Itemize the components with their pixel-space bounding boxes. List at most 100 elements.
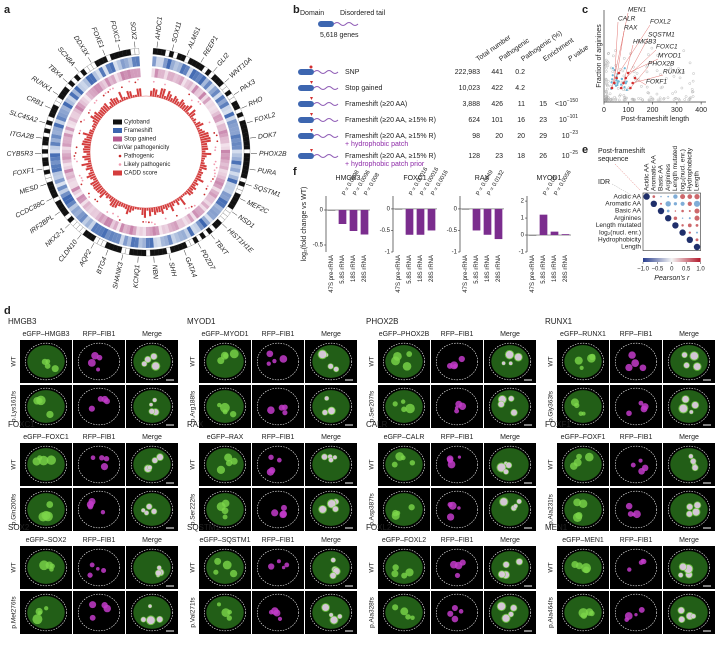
scatter-point	[657, 52, 661, 56]
frameshift-band	[198, 217, 208, 229]
channel-header: eGFP–MYOD1	[201, 331, 248, 338]
micrograph	[610, 591, 662, 634]
frameshift-band	[183, 227, 192, 239]
nucleus-signal	[206, 448, 244, 481]
nucleus-outline	[256, 593, 300, 632]
cadd-bar	[87, 160, 91, 163]
corr-dot	[680, 201, 685, 206]
frameshift-band	[166, 234, 174, 246]
corr-dot	[695, 223, 699, 227]
cadd-bar	[109, 196, 114, 202]
magenta-blob	[268, 466, 276, 474]
green-blob	[401, 406, 407, 413]
nucleus-signal	[670, 390, 708, 423]
gene-leader	[621, 37, 649, 89]
stop-gained-band	[119, 71, 126, 81]
p-exp: −101	[567, 114, 578, 120]
clinvar-dot	[193, 204, 196, 207]
category-label: 5.8S rRNA	[474, 255, 480, 284]
nucleus-outline	[382, 548, 426, 587]
stop-gained-band	[210, 188, 220, 196]
frameshift-band	[197, 75, 207, 86]
frameshift-band	[101, 65, 110, 76]
cytoband	[42, 157, 49, 163]
frameshift-band	[203, 80, 213, 91]
gene-name: CALR	[366, 420, 388, 429]
micrograph	[431, 591, 483, 634]
cadd-bar	[84, 145, 91, 149]
y-tick-label: -1	[519, 250, 525, 256]
magenta-blob	[686, 504, 693, 510]
stop-gained-band	[207, 104, 218, 113]
clinvar-dot	[214, 146, 217, 149]
x-tick-label: 100	[622, 107, 634, 114]
green-blob	[587, 354, 596, 363]
nucleus-outline	[382, 490, 426, 529]
frameshift-band	[203, 213, 214, 224]
table-cell: 23	[539, 117, 547, 124]
domain-icon	[298, 153, 314, 159]
stop-gained-band	[169, 72, 176, 82]
stop-gained-band	[196, 205, 205, 215]
gene-tick	[249, 168, 256, 171]
scatter-point	[656, 98, 660, 102]
green-blob	[391, 570, 399, 578]
y-tick-label: 0	[320, 208, 324, 214]
gene-name: PHOX2B	[366, 317, 398, 326]
magenta-blob	[100, 510, 106, 515]
y-axis-label: Fraction of arginines	[596, 24, 603, 88]
magenta-blob	[627, 567, 632, 572]
nucleus-signal	[27, 493, 65, 526]
stop-gained-band	[67, 119, 77, 126]
scatter-point	[682, 49, 686, 53]
green-blob	[49, 567, 54, 572]
frameshift-band	[135, 56, 141, 67]
magenta-blob	[511, 409, 518, 416]
snp-marker	[309, 65, 313, 69]
stop-gained-band	[87, 205, 96, 215]
channel-header: eGFP–FOXC1	[23, 434, 69, 441]
cytoband	[157, 248, 164, 256]
row-note: + hydrophobic patch prior	[345, 161, 425, 168]
cadd-bar	[85, 166, 93, 171]
cadd-bar	[128, 205, 133, 213]
scatter-point	[682, 70, 685, 74]
x-tick-label: 300	[671, 107, 683, 114]
green-blob	[570, 398, 579, 407]
frameshift-band	[189, 224, 199, 235]
clinvar-dot	[184, 207, 187, 210]
frameshift-band	[74, 85, 84, 96]
row-label: p.Ser222fs	[190, 493, 197, 525]
row-label: Arginines	[614, 215, 642, 222]
cadd-bar	[171, 95, 178, 104]
cytoband	[243, 157, 250, 163]
legend-label: Cytoband	[124, 120, 150, 126]
cadd-bar	[189, 112, 196, 119]
stop-gained-band	[64, 171, 75, 177]
cadd-bar	[95, 185, 103, 192]
frameshift-band	[212, 91, 223, 101]
corr-dot	[688, 217, 691, 220]
magenta-blob	[505, 350, 514, 359]
micrograph	[610, 443, 662, 486]
legend-swatch	[113, 128, 122, 133]
clinvar-dot	[94, 198, 97, 201]
magenta-blob	[330, 572, 336, 579]
category-label: 28S rRNA	[362, 255, 368, 282]
gene-point	[615, 76, 618, 80]
gene-tick	[40, 183, 47, 187]
green-blob	[217, 402, 222, 408]
clinvar-dot	[142, 221, 145, 223]
gene-point	[622, 81, 625, 85]
stop-gained-band	[84, 203, 94, 212]
scatter-point	[622, 57, 626, 60]
stop-gained-band	[74, 191, 84, 199]
frameshift-band	[130, 236, 136, 248]
stop-gained-band	[110, 74, 117, 85]
stop-gained-band	[116, 72, 123, 82]
frameshift-band	[134, 237, 139, 248]
channel-header: Merge	[142, 331, 162, 338]
nucleus-outline	[24, 490, 68, 529]
highlight-point	[620, 83, 623, 86]
gene-label: RAX	[624, 25, 638, 32]
